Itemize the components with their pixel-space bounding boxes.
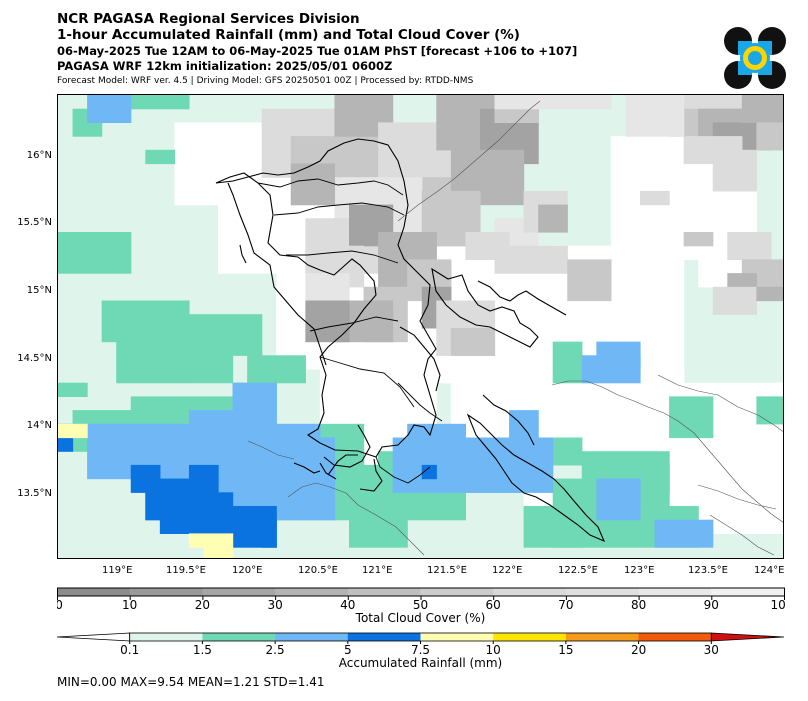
rain-tick-label: 2.5	[266, 643, 285, 657]
cloud-cover-label: Total Cloud Cover (%)	[355, 611, 486, 625]
rain-tick-label: 20	[631, 643, 646, 657]
statistics-line: MIN=0.00 MAX=9.54 MEAN=1.21 STD=1.41	[57, 675, 325, 689]
cloud-color-swatch	[638, 588, 712, 596]
lat-tick-label: 13.5°N	[17, 488, 52, 499]
rain-tick-label: 10	[486, 643, 501, 657]
cloud-color-swatch	[565, 588, 640, 596]
lon-tick-label: 120.5°E	[298, 565, 338, 576]
lon-tick-label: 119°E	[102, 565, 133, 576]
cloud-color-swatch	[129, 588, 203, 596]
rainfall-raster	[58, 95, 783, 558]
forecast-map[interactable]	[57, 94, 784, 559]
cloud-tick-label: 30	[267, 598, 282, 612]
rain-color-swatch	[493, 633, 567, 641]
cloud-tick-label: 80	[631, 598, 646, 612]
title-secondary: 1-hour Accumulated Rainfall (mm) and Tot…	[57, 27, 520, 43]
rain-color-swatch	[129, 633, 203, 641]
lon-tick-label: 119.5°E	[166, 565, 206, 576]
cloud-tick-label: 90	[704, 598, 719, 612]
rain-extend-right	[710, 632, 785, 642]
rain-color-swatch	[638, 633, 712, 641]
rain-tick-label: 5	[344, 643, 352, 657]
lon-tick-label: 124°E	[754, 565, 785, 576]
cloud-tick-label: 70	[558, 598, 573, 612]
rain-color-swatch	[420, 633, 494, 641]
lat-tick-label: 15.5°N	[17, 217, 52, 228]
rain-tick-label: 30	[704, 643, 719, 657]
lon-tick-label: 123°E	[624, 565, 655, 576]
rain-color-swatch	[275, 633, 349, 641]
rain-tick-label: 1.5	[193, 643, 212, 657]
rain-color-swatch	[565, 633, 640, 641]
rain-tick-label: 15	[558, 643, 573, 657]
rain-extend-left	[56, 632, 131, 642]
cloud-tick-label: 50	[413, 598, 428, 612]
cloud-color-swatch	[711, 588, 785, 596]
lon-tick-label: 123.5°E	[688, 565, 728, 576]
lon-tick-label: 122.5°E	[558, 565, 598, 576]
boundary-lines	[247, 100, 783, 556]
pagasa-seal-icon	[724, 27, 786, 89]
lon-tick-label: 121°E	[362, 565, 393, 576]
cloud-color-swatch	[202, 588, 276, 596]
cloud-tick-label: 10	[122, 598, 137, 612]
rainfall-label: Accumulated Rainfall (mm)	[338, 656, 503, 670]
cloud-color-swatch	[275, 588, 349, 596]
coastline-lines	[215, 138, 606, 543]
lon-tick-label: 122°E	[492, 565, 523, 576]
rain-color-swatch	[202, 633, 276, 641]
map-canvas	[58, 95, 783, 558]
cloud-color-swatch	[493, 588, 567, 596]
cloud-tick-label: 20	[195, 598, 210, 612]
cloud-tick-label: 0	[57, 598, 63, 612]
rain-tick-label: 7.5	[411, 643, 430, 657]
rain-tick-label: 0.1	[120, 643, 139, 657]
lat-tick-label: 15°N	[26, 285, 52, 296]
cloud-color-swatch	[347, 588, 421, 596]
cloud-tick-label: 60	[486, 598, 501, 612]
lat-tick-label: 14°N	[26, 420, 52, 431]
rain-color-swatch	[347, 633, 421, 641]
forecast-period: 06-May-2025 Tue 12AM to 06-May-2025 Tue …	[57, 44, 578, 58]
lat-tick-label: 14.5°N	[17, 353, 52, 364]
rainfall-colorbar: 0.1 1.5 2.5 5 7.5 10 15 20 30	[56, 632, 785, 657]
province-lines	[257, 178, 443, 484]
title-primary: NCR PAGASA Regional Services Division	[57, 11, 360, 27]
lon-tick-label: 121.5°E	[427, 565, 467, 576]
lat-tick-label: 16°N	[26, 150, 52, 161]
cloud-color-swatch	[420, 588, 494, 596]
cloud-color-swatch	[57, 588, 131, 596]
model-info: Forecast Model: WRF ver. 4.5 | Driving M…	[57, 76, 474, 86]
initialization-line: PAGASA WRF 12km initialization: 2025/05/…	[57, 59, 393, 73]
lon-tick-label: 120°E	[232, 565, 263, 576]
cloud-tick-label: 40	[340, 598, 355, 612]
cloud-cover-colorbar: 0 10 20 30 40 50 60 70 80 90 100	[57, 587, 786, 612]
cloud-tick-label: 100	[771, 598, 786, 612]
